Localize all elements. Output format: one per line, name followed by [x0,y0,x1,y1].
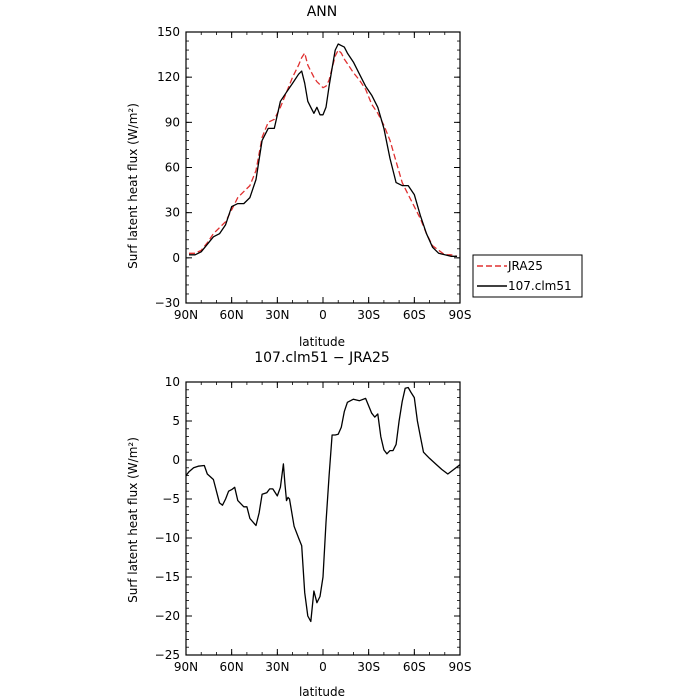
x-axis-title: latitude [299,685,345,699]
x-tick-label: 60S [403,308,426,322]
plot-frame [185,381,461,656]
y-tick-label: −25 [155,648,180,662]
series-line-difference [185,386,461,623]
x-tick-label: 90N [174,308,198,322]
y-tick-label: 30 [165,206,180,220]
plot-area: −30 0 30 60 90 120 150 90N 60N 30N 0 30S 60S 90S [155,25,472,322]
y-tick-label: −20 [155,609,180,623]
y-tick-label: 0 [172,251,180,265]
y-tick-label: 0 [172,453,180,467]
x-tick-label: 0 [319,308,327,322]
legend-label-107-clm51: 107.clm51 [508,279,572,293]
y-tick-label: −5 [162,492,180,506]
x-axis-title: latitude [299,335,345,349]
y-tick-label: 10 [165,375,180,389]
x-tick-label: 0 [319,660,327,674]
panel-title: 107.clm51 − JRA25 [254,350,390,366]
y-tick-label: −10 [155,531,180,545]
plot-frame [185,31,461,304]
series-line-107-clm51 [189,43,457,257]
x-tick-label: 60N [220,660,244,674]
y-tick-label: 150 [157,25,180,39]
y-tick-label: −30 [155,296,180,310]
x-tick-label: 90N [174,660,198,674]
plot-area: −25 −20 −15 −10 −5 0 5 10 90N 60N 30N 0 30S 60S 90S [155,375,472,674]
x-tick-label: 30N [265,660,289,674]
y-tick-label: 60 [165,161,180,175]
panel-title: ANN [307,4,338,20]
y-axis-title: Surf latent heat flux (W/m²) [126,103,140,269]
panel-difference: 107.clm51 − JRA25 latitude Surf latent h… [126,350,471,699]
y-tick-label: 5 [172,414,180,428]
x-tick-label: 90S [449,308,472,322]
y-tick-label: −15 [155,570,180,584]
x-tick-label: 90S [449,660,472,674]
legend: JRA25 107.clm51 [472,254,583,298]
legend-label-jra25: JRA25 [507,259,543,273]
panel-annual-mean: ANN latitude Surf latent heat flux (W/m²… [126,4,583,349]
x-tick-label: 60S [403,660,426,674]
y-tick-label: 90 [165,115,180,129]
y-axis-title: Surf latent heat flux (W/m²) [126,437,140,603]
y-tick-label: 120 [157,70,180,84]
series-line-jra25 [189,49,458,257]
x-tick-label: 60N [220,308,244,322]
legend-box [472,254,583,298]
x-tick-label: 30S [357,660,380,674]
x-tick-label: 30S [357,308,380,322]
x-tick-label: 30N [265,308,289,322]
